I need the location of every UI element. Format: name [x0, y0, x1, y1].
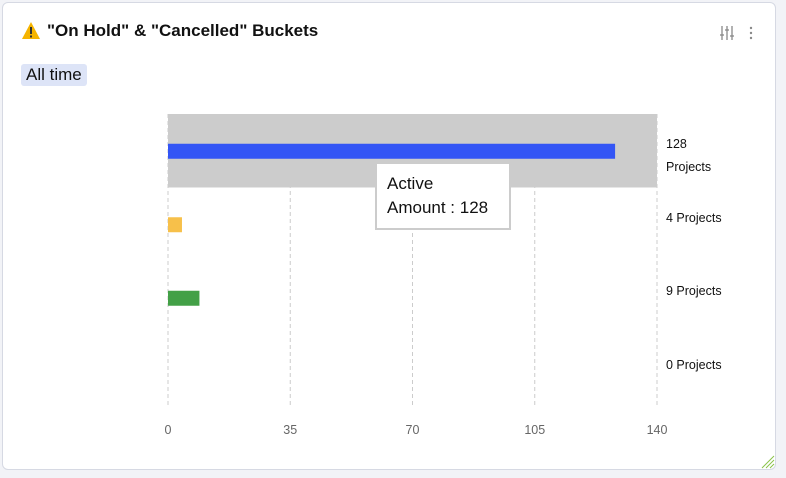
tooltip-title: Active: [387, 174, 434, 193]
bar: [168, 290, 200, 306]
bar: [168, 217, 182, 233]
menu-icon[interactable]: [748, 25, 754, 41]
tooltip-text: Amount : 128: [387, 198, 489, 217]
x-tick-label: 105: [524, 423, 545, 437]
time-range-tag[interactable]: All time: [21, 64, 87, 86]
x-tick-label: 35: [283, 423, 297, 437]
x-tick-label: 70: [406, 423, 420, 437]
warning-icon: [22, 22, 40, 39]
bar: [168, 143, 616, 159]
x-tick-label: 0: [165, 423, 172, 437]
widget-title: "On Hold" & "Cancelled" Buckets: [47, 21, 319, 40]
resize-handle: [761, 455, 775, 469]
value-label: 9 Projects: [666, 284, 722, 299]
value-label: 4 Projects: [666, 210, 722, 225]
value-label: 128 Projects: [666, 137, 712, 175]
tooltip: Active Amount : 128: [375, 162, 511, 230]
filter-icon[interactable]: [719, 25, 735, 41]
x-tick-label: 140: [647, 423, 668, 437]
value-label: 0 Projects: [666, 357, 722, 372]
widget-card: "On Hold" & "Cancelled" Buckets All time: [2, 2, 776, 470]
